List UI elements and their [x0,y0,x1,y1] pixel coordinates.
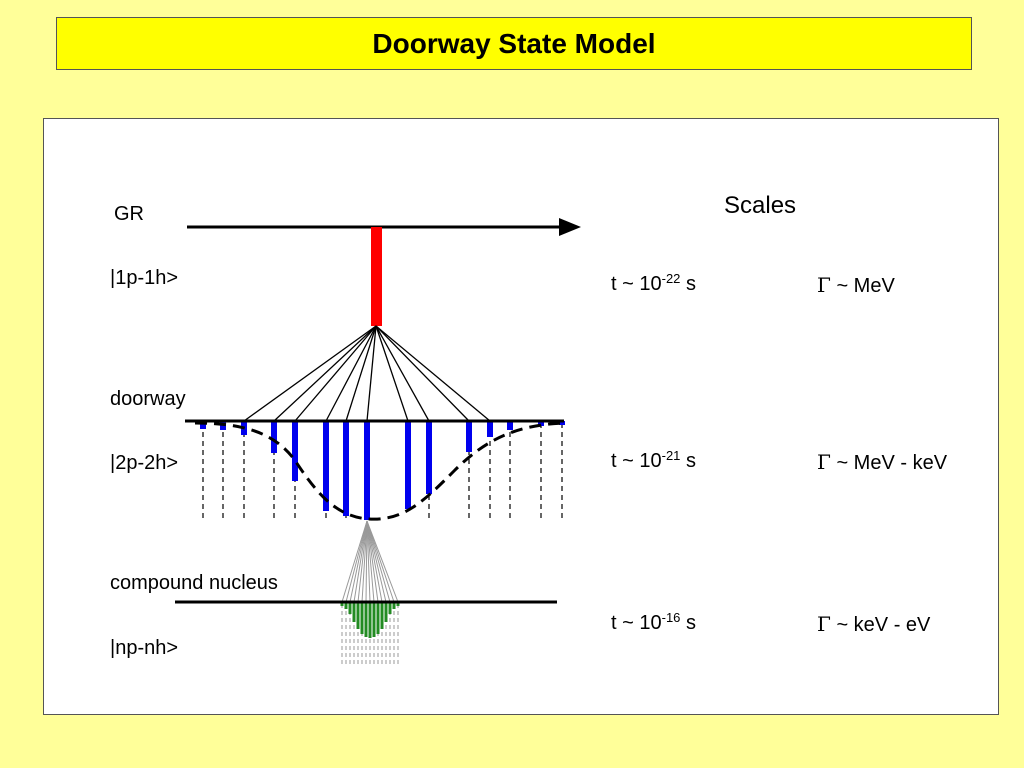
compound-fan-line [366,520,371,603]
doorway-bar [292,421,298,481]
gr-bar [371,227,382,326]
compound-bar [348,602,352,614]
compound-bar [360,602,364,634]
compound-bar [384,602,388,622]
doorway-dashed-lines [202,423,563,520]
doorway-bar [559,421,565,425]
gamma-symbol: Γ [817,450,831,474]
time-exponent: -16 [661,610,681,625]
time-scale-3: t ~ 10-16 s [611,610,696,635]
compound-fan-line [366,520,387,603]
width-range: ~ MeV - keV [830,452,948,474]
time-prefix: t ~ 10 [611,273,662,295]
compound-fan-line [365,520,368,603]
compound-fan-line [341,520,368,603]
diagram-panel: GR |1p-1h> doorway |2p-2h> compound nucl… [43,118,999,715]
compound-bar [352,602,356,622]
fan-line [366,325,377,422]
compound-bar [380,602,384,629]
compound-bar [368,602,372,638]
compound-fan-line [353,520,368,603]
compound-fan-line [357,520,368,603]
doorway-bar [405,421,411,509]
compound-fan-line [366,520,395,603]
width-scale-2: Γ ~ MeV - keV [817,450,947,475]
label-compound-nucleus: compound nucleus [110,572,278,594]
fan-line [375,325,430,422]
compound-bar [344,602,348,609]
time-unit: s [680,450,696,472]
gamma-symbol: Γ [817,612,831,636]
label-gr: GR [114,203,144,225]
fan-line [375,325,491,422]
label-1p-1h: |1p-1h> [110,267,179,289]
time-exponent: -21 [661,448,681,463]
time-prefix: t ~ 10 [611,450,662,472]
doorway-bar [507,421,513,430]
time-prefix: t ~ 10 [611,612,662,634]
gr-arrow-head [559,218,581,236]
compound-bar [392,602,396,609]
fan-line [325,325,377,422]
doorway-fan-lines [243,325,491,422]
gamma-symbol: Γ [817,273,831,297]
fan-line [375,325,409,422]
time-unit: s [680,612,696,634]
time-unit: s [680,273,696,295]
fan-line [345,325,377,422]
compound-bar [396,602,400,606]
slide-title: Doorway State Model [56,17,972,70]
doorway-bar [200,421,206,429]
doorway-bar [538,421,544,426]
width-scale-1: Γ ~ MeV [817,273,895,298]
compound-fan-line [366,520,399,603]
compound-bars [340,602,400,638]
compound-fan-line [366,520,375,603]
compound-bar [388,602,392,614]
time-exponent: -22 [661,271,681,286]
compound-fan-line [345,520,368,603]
label-np-nh: |np-nh> [110,637,179,659]
width-range: ~ MeV [830,275,895,297]
compound-fan-line [361,520,368,603]
doorway-bar [271,421,277,453]
doorway-diagram [175,218,581,664]
compound-bar [364,602,368,637]
fan-line [294,325,377,422]
time-scale-1: t ~ 10-22 s [611,271,696,296]
time-scale-2: t ~ 10-21 s [611,448,696,473]
fan-line [375,325,470,422]
compound-bar [372,602,376,637]
scales-heading: Scales [724,192,797,219]
compound-fan-line [366,520,391,603]
doorway-envelope-curve [194,421,565,521]
doorway-bar [364,421,370,520]
compound-fan-line [366,520,383,603]
compound-bar [340,602,344,606]
compound-bar [376,602,380,634]
compound-fan-lines [341,520,399,603]
doorway-bar [487,421,493,437]
label-2p-2h: |2p-2h> [110,452,179,474]
doorway-bar [343,421,349,516]
fan-line [273,325,377,422]
compound-bar [356,602,360,629]
compound-fan-line [349,520,368,603]
fan-line [243,325,377,422]
doorway-bar [426,421,432,494]
compound-fan-line [366,520,379,603]
width-scale-3: Γ ~ keV - eV [817,612,930,637]
doorway-bar [466,421,472,452]
width-range: ~ keV - eV [830,614,931,636]
doorway-bar [323,421,329,511]
label-doorway: doorway [110,388,186,410]
